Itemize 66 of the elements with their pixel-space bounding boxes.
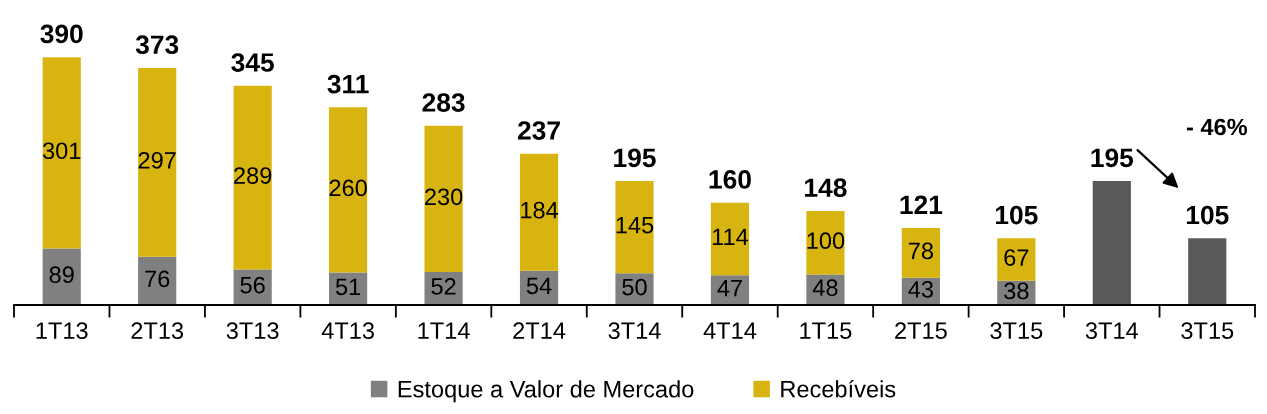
bar: [710, 202, 750, 276]
total-label: 311: [327, 74, 369, 94]
legend-label: Estoque a Valor de Mercado: [398, 380, 694, 403]
data-label: 47: [717, 279, 742, 297]
data-label: 89: [49, 266, 74, 284]
x-tick-label: 4T13: [321, 322, 374, 340]
data-label: 301: [42, 142, 81, 160]
legend-label: Recebíveis: [781, 379, 896, 398]
x-tick-label: 4T14: [703, 322, 757, 339]
data-label: 51: [335, 278, 361, 296]
bar: [1188, 238, 1227, 305]
data-label: 43: [908, 280, 933, 298]
bar: [138, 67, 177, 257]
x-tick-label: 3T15: [1181, 322, 1234, 340]
x-tick-label: 1T13: [36, 322, 88, 340]
total-label: 373: [135, 35, 179, 55]
x-tick-label: 2T13: [131, 322, 184, 340]
bar: [519, 153, 559, 271]
total-label: 148: [805, 178, 847, 198]
data-label: 50: [622, 278, 647, 296]
total-label: 237: [517, 121, 560, 140]
x-tick-label: 3T14: [608, 322, 661, 340]
total-label: 195: [1091, 148, 1134, 168]
total-label: 390: [40, 24, 83, 44]
total-label: 345: [231, 53, 274, 72]
bar: [424, 125, 463, 272]
data-label: 184: [521, 201, 559, 219]
total-label: 283: [422, 93, 465, 112]
data-label: 114: [712, 228, 749, 246]
bar: [42, 248, 81, 305]
bar: [615, 181, 654, 274]
bar: [997, 238, 1036, 281]
x-tick-label: 2T15: [895, 322, 947, 340]
bar: [329, 107, 368, 273]
total-label: 121: [900, 195, 943, 214]
data-label: 289: [234, 167, 272, 184]
data-label: 76: [145, 270, 170, 288]
bar: [1092, 181, 1131, 305]
data-label: 230: [425, 188, 463, 206]
total-label: 105: [1186, 205, 1229, 225]
x-tick-label: 3T14: [1085, 322, 1139, 340]
data-label: 260: [329, 179, 367, 197]
total-label: 195: [614, 148, 656, 168]
x-tick-label: 1T15: [800, 322, 852, 340]
data-label: 145: [616, 217, 654, 234]
data-label: 78: [908, 242, 933, 260]
data-label: 52: [431, 278, 456, 295]
x-tick-label: 1T14: [418, 322, 470, 339]
data-label: 38: [1004, 282, 1029, 300]
bar: [233, 85, 272, 270]
data-label: 297: [138, 151, 176, 169]
data-label: 48: [812, 279, 838, 297]
bar: [138, 256, 177, 305]
x-tick-label: 3T15: [990, 322, 1043, 340]
x-tick-label: 2T14: [513, 322, 566, 339]
data-label: 100: [807, 232, 845, 250]
x-tick-label: 3T13: [226, 322, 279, 340]
data-label: 54: [526, 277, 552, 295]
bar: [42, 57, 81, 249]
total-label: 160: [709, 170, 751, 189]
bar: [901, 228, 940, 278]
bar: [806, 210, 845, 275]
data-label: 67: [1004, 249, 1029, 266]
data-label: 56: [240, 276, 265, 294]
annotation: - 46%: [1186, 118, 1248, 136]
total-label: 105: [996, 205, 1038, 225]
